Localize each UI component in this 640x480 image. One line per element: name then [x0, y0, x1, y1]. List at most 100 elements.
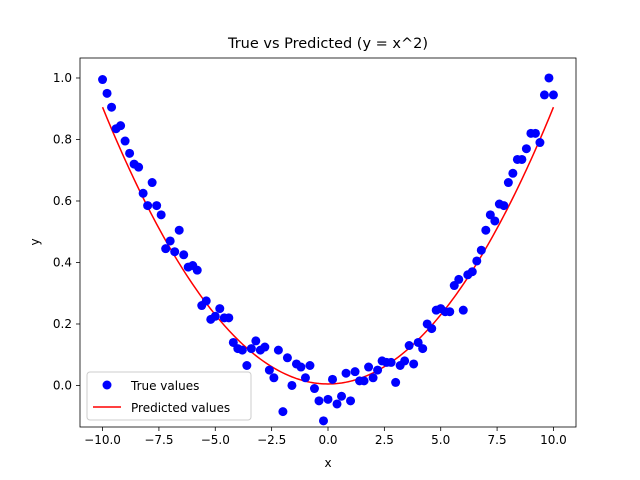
- y-axis-label: y: [28, 238, 42, 245]
- true-value-point: [530, 128, 540, 138]
- true-value-point: [521, 144, 531, 154]
- true-value-point: [472, 256, 482, 266]
- true-value-point: [476, 245, 486, 255]
- true-value-point: [445, 307, 455, 317]
- true-value-point: [400, 356, 410, 366]
- true-value-point: [309, 384, 319, 394]
- true-value-point: [305, 361, 315, 370]
- true-value-point: [192, 265, 202, 275]
- true-value-point: [264, 365, 274, 375]
- legend-label-true-values: True values: [130, 379, 199, 393]
- true-value-point: [215, 304, 225, 314]
- true-value-point: [328, 374, 338, 384]
- true-value-point: [467, 267, 477, 277]
- true-value-point: [323, 394, 333, 404]
- true-value-point: [224, 313, 234, 323]
- true-value-point: [116, 121, 126, 131]
- true-value-point: [134, 162, 144, 172]
- true-value-point: [152, 201, 162, 211]
- true-value-point: [454, 274, 464, 284]
- true-value-point: [179, 250, 189, 260]
- true-value-point: [449, 281, 459, 291]
- true-value-point: [201, 296, 211, 306]
- true-value-point: [346, 396, 356, 406]
- true-value-point: [368, 373, 378, 383]
- true-value-point: [364, 362, 374, 372]
- true-value-point: [539, 90, 549, 100]
- x-tick-label: −2.5: [257, 433, 286, 447]
- true-value-point: [237, 345, 247, 355]
- y-tick-label: 0.8: [53, 132, 72, 146]
- true-value-point: [138, 188, 148, 198]
- true-value-point: [174, 225, 184, 235]
- legend-marker-true-values: [102, 380, 112, 390]
- true-value-point: [373, 365, 383, 375]
- true-value-point: [490, 216, 500, 226]
- chart-title: True vs Predicted (y = x^2): [227, 36, 428, 52]
- true-value-point: [418, 344, 428, 354]
- true-value-point: [391, 377, 401, 387]
- true-value-point: [102, 88, 112, 98]
- true-value-point: [404, 341, 414, 351]
- true-value-point: [125, 148, 135, 158]
- true-value-point: [481, 225, 491, 235]
- y-tick-label: 0.6: [53, 194, 72, 208]
- x-tick-label: 2.5: [375, 433, 394, 447]
- true-value-point: [165, 236, 175, 246]
- true-value-point: [485, 210, 495, 220]
- true-value-point: [517, 154, 527, 164]
- true-value-point: [120, 136, 130, 146]
- true-value-point: [503, 178, 513, 188]
- true-value-point: [300, 373, 310, 383]
- x-tick-label: −10.0: [84, 433, 121, 447]
- true-value-point: [98, 75, 108, 85]
- true-value-point: [147, 178, 157, 188]
- x-tick-label: −5.0: [201, 433, 230, 447]
- true-value-point: [282, 353, 292, 363]
- plot-area: −10.0 −7.5 −5.0 −2.5 0.0 2.5 5.0 7.5 10.0 0.0 0.2 0…: [53, 57, 577, 447]
- y-tick-label: 0.2: [53, 317, 72, 331]
- true-value-point: [413, 337, 423, 347]
- true-value-point: [427, 324, 437, 334]
- true-value-point: [156, 210, 166, 220]
- x-tick-label: 5.0: [431, 433, 450, 447]
- true-value-point: [278, 407, 288, 417]
- true-value-point: [544, 73, 554, 83]
- true-value-point: [535, 138, 545, 148]
- true-value-point: [409, 359, 419, 369]
- x-axis-label: x: [324, 456, 331, 470]
- true-value-point: [548, 90, 558, 100]
- true-value-point: [350, 367, 360, 377]
- true-value-point: [269, 373, 279, 383]
- true-value-point: [341, 368, 351, 378]
- true-value-point: [337, 391, 347, 401]
- legend: True values Predicted values: [86, 371, 252, 421]
- true-value-point: [251, 336, 261, 346]
- true-value-point: [170, 247, 180, 257]
- true-value-point: [107, 102, 117, 112]
- y-tick-label: 0.0: [53, 378, 72, 392]
- legend-box: [86, 371, 252, 421]
- true-value-point: [260, 342, 270, 352]
- true-value-point: [287, 380, 297, 390]
- true-value-point: [386, 357, 396, 367]
- x-tick-label: 0.0: [318, 433, 337, 447]
- true-value-point: [246, 344, 256, 354]
- y-tick-label: 0.4: [53, 255, 72, 269]
- true-value-point: [359, 376, 369, 386]
- true-value-point: [508, 168, 518, 178]
- true-value-point: [273, 345, 283, 355]
- true-value-point: [296, 362, 306, 372]
- x-tick-label: 7.5: [488, 433, 507, 447]
- true-value-point: [332, 399, 342, 409]
- true-value-point: [161, 244, 171, 254]
- true-value-point: [314, 396, 324, 406]
- true-value-point: [210, 311, 220, 321]
- y-tick-label: 1.0: [53, 71, 72, 85]
- true-value-point: [143, 201, 153, 211]
- legend-label-predicted-values: Predicted values: [131, 401, 230, 415]
- true-value-point: [499, 201, 509, 211]
- true-value-point: [318, 416, 328, 426]
